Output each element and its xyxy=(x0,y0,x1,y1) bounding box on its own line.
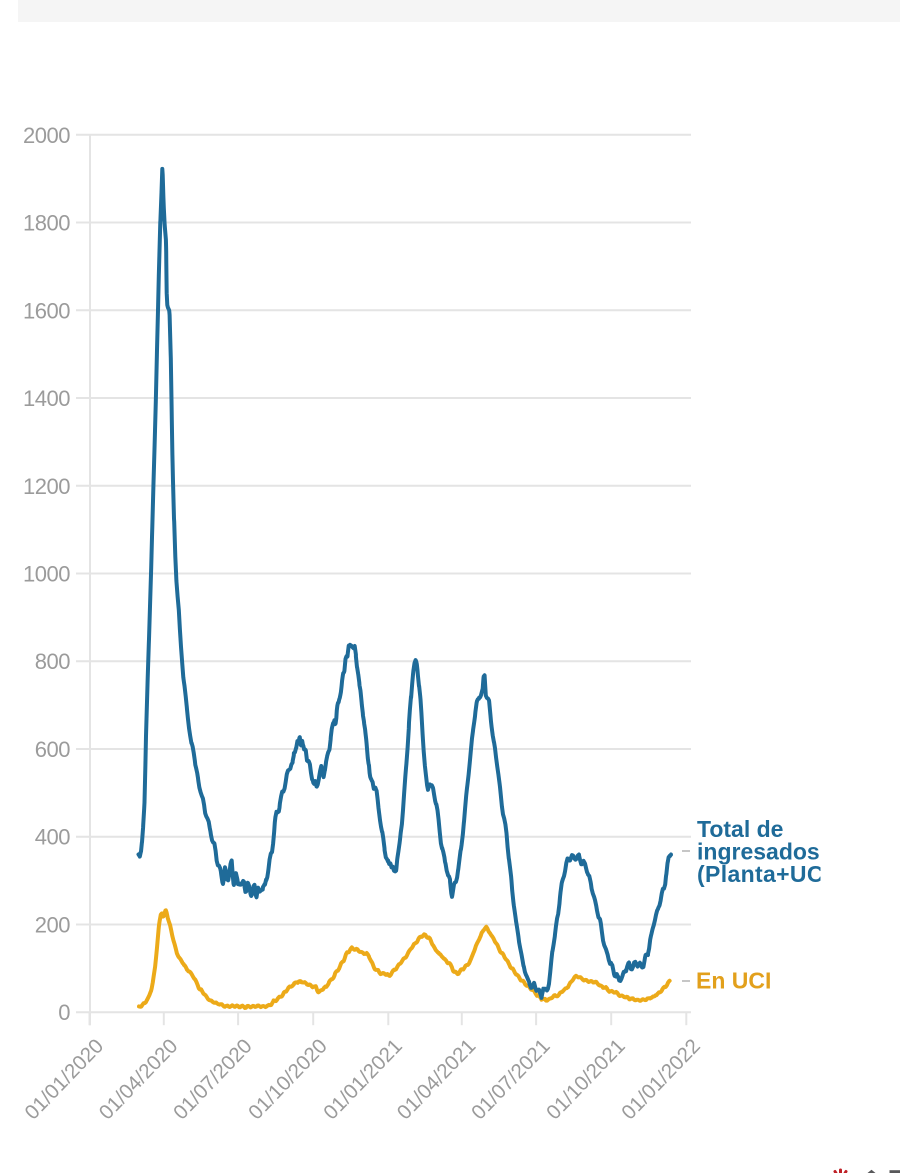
svg-text:1000: 1000 xyxy=(23,562,70,587)
svg-text:400: 400 xyxy=(35,825,70,850)
svg-text:200: 200 xyxy=(35,913,70,938)
svg-text:01/01/2020: 01/01/2020 xyxy=(20,1034,108,1124)
svg-text:1200: 1200 xyxy=(23,474,70,499)
svg-text:800: 800 xyxy=(35,649,70,674)
svg-text:01/07/2020: 01/07/2020 xyxy=(169,1034,257,1124)
svg-text:1600: 1600 xyxy=(23,298,70,323)
svg-text:ingresados: ingresados xyxy=(697,838,820,864)
svg-text:2000: 2000 xyxy=(23,123,70,148)
svg-text:Total de: Total de xyxy=(697,816,783,842)
svg-text:01/04/2020: 01/04/2020 xyxy=(95,1034,183,1124)
svg-text:1800: 1800 xyxy=(23,211,70,236)
svg-text:01/10/2021: 01/10/2021 xyxy=(542,1034,630,1124)
svg-text:01/04/2021: 01/04/2021 xyxy=(393,1034,481,1124)
svg-text:En UCI: En UCI xyxy=(696,968,771,994)
svg-text:01/10/2020: 01/10/2020 xyxy=(244,1034,332,1124)
svg-text:01/01/2021: 01/01/2021 xyxy=(319,1034,407,1124)
svg-text:0: 0 xyxy=(58,1000,70,1025)
svg-text:(Planta+UCI): (Planta+UCI) xyxy=(697,861,839,887)
svg-text:1400: 1400 xyxy=(23,386,70,411)
svg-text:600: 600 xyxy=(35,737,70,762)
svg-text:01/07/2021: 01/07/2021 xyxy=(467,1034,555,1124)
svg-text:01/01/2022: 01/01/2022 xyxy=(617,1034,705,1124)
